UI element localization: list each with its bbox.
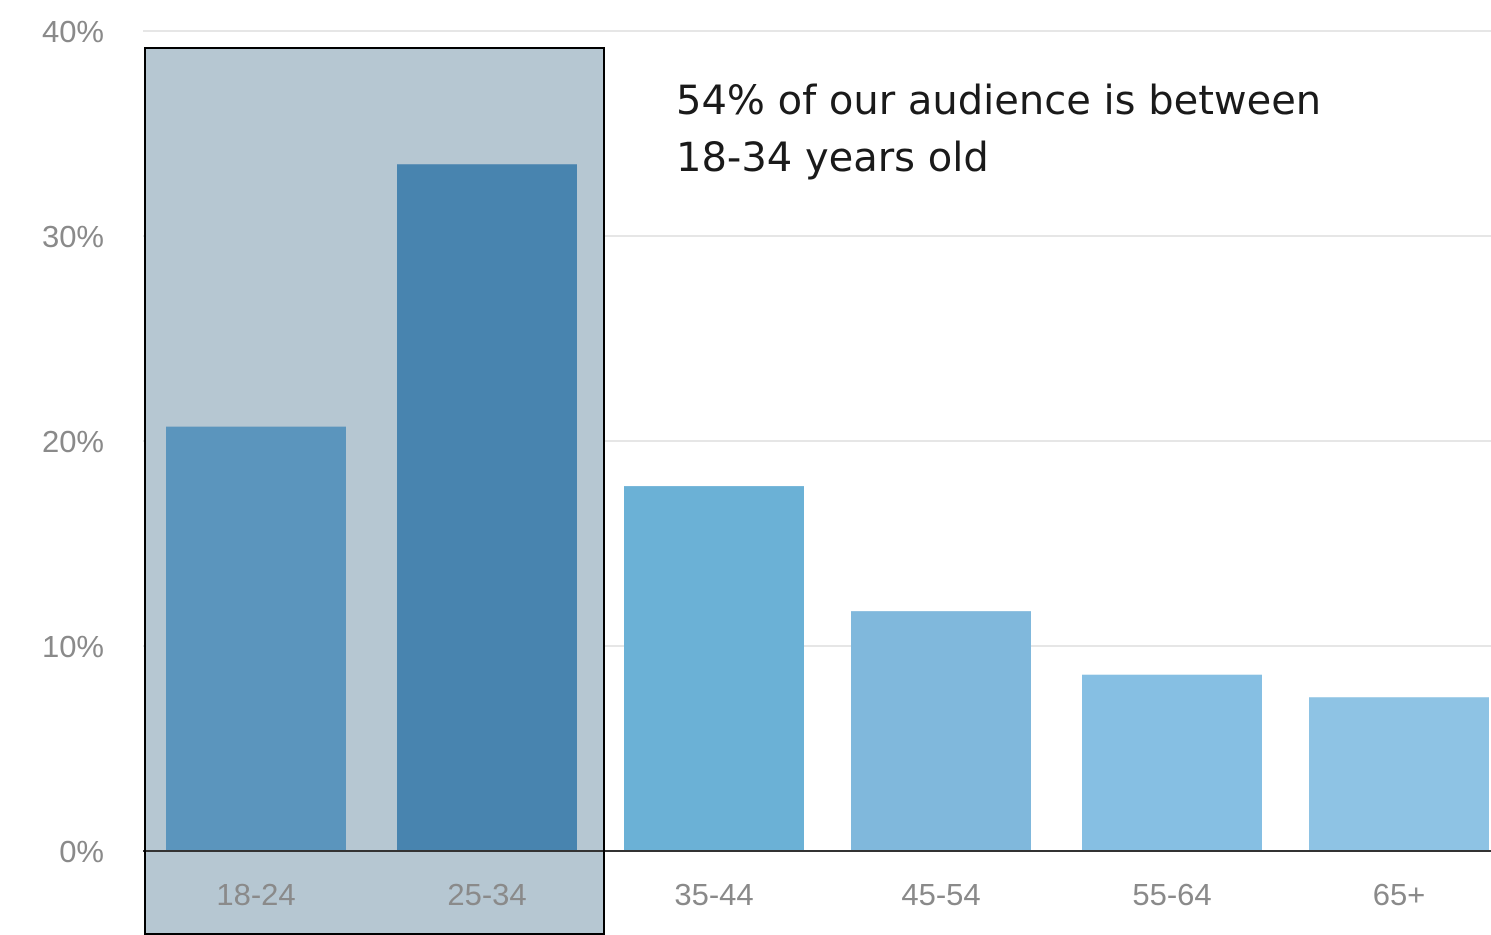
x-axis-ticks: 18-24 25-34 35-44 45-54 55-64 65+: [216, 877, 1425, 912]
x-tick-label: 65+: [1373, 877, 1426, 912]
y-tick-label: 20%: [42, 424, 104, 459]
y-tick-label: 0%: [59, 834, 104, 869]
bar-25-34: [397, 164, 577, 851]
x-tick-label: 55-64: [1132, 877, 1211, 912]
x-tick-label: 18-24: [216, 877, 295, 912]
x-tick-label: 25-34: [447, 877, 526, 912]
bar-18-24: [166, 426, 346, 851]
bar-45-54: [851, 611, 1031, 851]
y-tick-label: 30%: [42, 219, 104, 254]
annotation-line-1: 54% of our audience is between: [676, 78, 1321, 124]
y-axis-ticks: 0% 10% 20% 30% 40%: [42, 14, 104, 869]
bar-55-64: [1082, 674, 1262, 851]
x-tick-label: 35-44: [674, 877, 753, 912]
bar-35-44: [624, 486, 804, 851]
x-tick-label: 45-54: [901, 877, 980, 912]
y-tick-label: 40%: [42, 14, 104, 49]
highlight-border: [144, 47, 605, 935]
bar-65plus: [1309, 697, 1489, 851]
annotation-line-2: 18-34 years old: [676, 135, 989, 181]
bars: [166, 164, 1489, 851]
y-tick-label: 10%: [42, 629, 104, 664]
